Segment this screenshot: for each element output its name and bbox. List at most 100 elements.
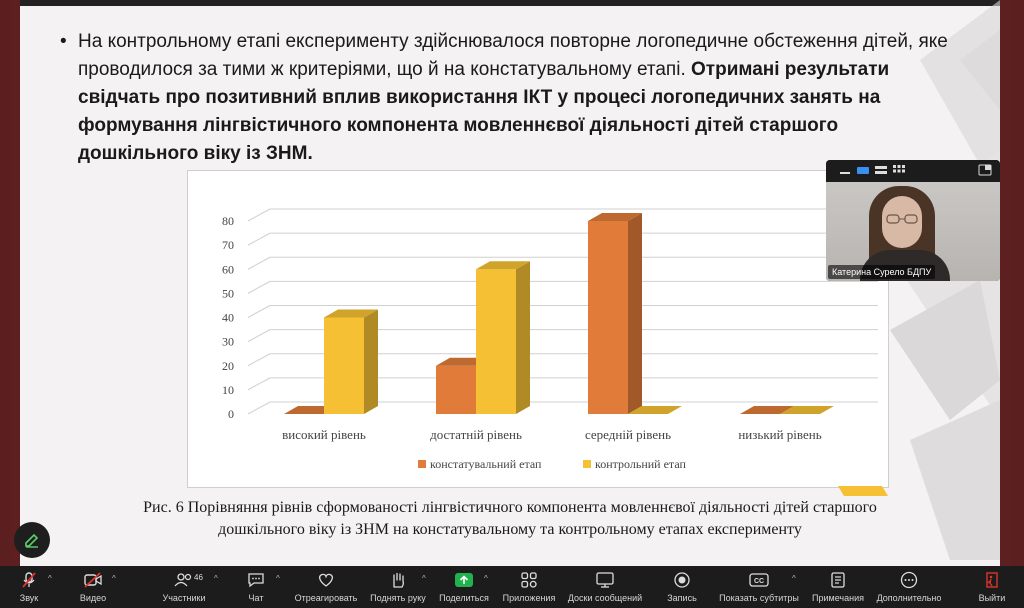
whiteboards-label: Доски сообщений bbox=[567, 593, 643, 603]
captions-button[interactable]: CC Показать субтитры bbox=[716, 566, 802, 608]
caption-line-1: Рис. 6 Порівняння рівнів сформованості л… bbox=[143, 499, 877, 516]
share-label: Поделиться bbox=[439, 593, 489, 603]
more-dots-icon bbox=[900, 571, 918, 589]
bar-top bbox=[628, 406, 682, 414]
chart-svg: 0 10 20 30 40 50 60 70 80 високий рівень достатній… bbox=[222, 208, 878, 471]
raise-hand-options-caret[interactable]: ^ bbox=[422, 574, 426, 583]
react-label: Отреагировать bbox=[294, 593, 358, 603]
legend-label: контрольний етап bbox=[595, 457, 686, 471]
notes-icon bbox=[831, 572, 845, 588]
gridline-side bbox=[247, 256, 271, 270]
y-tick-label: 0 bbox=[228, 407, 234, 421]
raise-hand-button[interactable]: Поднять руку bbox=[368, 566, 428, 608]
bar-side bbox=[628, 213, 642, 414]
strip-view-icon[interactable] bbox=[874, 164, 888, 176]
audio-label: Звук bbox=[19, 593, 39, 603]
gridline-side bbox=[247, 377, 271, 391]
bar-top bbox=[780, 406, 834, 414]
video-feed: Катерина Сурело БДПУ bbox=[826, 182, 1000, 281]
y-tick-label: 30 bbox=[222, 335, 234, 349]
y-tick-label: 40 bbox=[222, 311, 234, 325]
y-tick-label: 20 bbox=[222, 359, 234, 373]
record-button[interactable]: Запись bbox=[664, 566, 700, 608]
y-tick-label: 60 bbox=[222, 262, 234, 276]
x-tick-label: середній рівень bbox=[585, 427, 671, 442]
legend-swatch bbox=[583, 460, 591, 468]
captions-options-caret[interactable]: ^ bbox=[792, 574, 796, 583]
captions-label: Показать субтитры bbox=[719, 593, 799, 603]
video-button[interactable]: Видео bbox=[76, 566, 110, 608]
bullet-paragraph: • На контрольному етапі експерименту зді… bbox=[60, 28, 960, 168]
participant-video-tile[interactable]: Катерина Сурело БДПУ bbox=[826, 160, 1000, 281]
y-tick-label: 50 bbox=[222, 286, 234, 300]
more-button[interactable]: Дополнительно bbox=[874, 566, 944, 608]
exit-door-icon bbox=[986, 572, 998, 588]
minimize-icon[interactable] bbox=[838, 164, 852, 176]
participants-button[interactable]: Участники bbox=[158, 566, 210, 608]
share-button[interactable]: Поделиться bbox=[438, 566, 490, 608]
bullet-text: На контрольному етапі експерименту здійс… bbox=[78, 28, 960, 168]
participants-options-caret[interactable]: ^ bbox=[214, 574, 218, 583]
x-tick-label: достатній рівень bbox=[430, 427, 522, 442]
gridline-side bbox=[247, 353, 271, 367]
apps-icon bbox=[521, 572, 537, 588]
gridline-side bbox=[247, 329, 271, 343]
bar bbox=[436, 365, 476, 414]
closed-captions-icon: CC bbox=[749, 573, 769, 587]
bar-top bbox=[588, 213, 642, 221]
apps-label: Приложения bbox=[502, 593, 556, 603]
bullet-normal-text: На контрольному етапі експерименту здійс… bbox=[78, 31, 948, 80]
gridline-side bbox=[247, 208, 271, 222]
gridline-side bbox=[247, 232, 271, 246]
video-tile-controls bbox=[826, 160, 1000, 182]
svg-text:CC: CC bbox=[754, 578, 764, 585]
bullet-marker: • bbox=[60, 31, 67, 52]
camera-off-icon bbox=[84, 572, 102, 588]
chart-shadow-bar bbox=[838, 486, 888, 496]
gridline-side bbox=[247, 401, 271, 415]
chat-button[interactable]: Чат bbox=[244, 566, 268, 608]
annotate-button[interactable] bbox=[14, 522, 50, 558]
leave-button[interactable]: Выйти bbox=[976, 566, 1008, 608]
notes-button[interactable]: Примечания bbox=[808, 566, 868, 608]
slide-top-border bbox=[20, 0, 1000, 6]
chat-bubble-icon bbox=[248, 573, 264, 588]
gridline-side bbox=[247, 280, 271, 294]
meeting-toolbar: Звук ^ Видео ^ Участники 46 ^ Чат ^ Отре… bbox=[0, 566, 1024, 608]
record-label: Запись bbox=[667, 593, 697, 603]
bar bbox=[476, 269, 516, 414]
x-tick-label: високий рівень bbox=[282, 427, 366, 442]
bullet-bold-text: Отримані результати свідчать про позитив… bbox=[78, 59, 890, 164]
share-options-caret[interactable]: ^ bbox=[484, 574, 488, 583]
y-tick-label: 10 bbox=[222, 383, 234, 397]
caption-line-2: дошкільного віку із ЗНМ на констатувальн… bbox=[218, 521, 802, 538]
exit-fullscreen-icon[interactable] bbox=[978, 164, 992, 176]
shared-slide: • На контрольному етапі експерименту зді… bbox=[20, 0, 1000, 566]
video-options-caret[interactable]: ^ bbox=[112, 574, 116, 583]
bar-side bbox=[516, 261, 530, 414]
audio-button[interactable]: Звук bbox=[14, 566, 44, 608]
bar-top bbox=[476, 261, 530, 270]
whiteboard-icon bbox=[596, 572, 614, 588]
pencil-icon bbox=[25, 533, 39, 548]
bar bbox=[324, 317, 364, 414]
hand-icon bbox=[393, 572, 404, 588]
mic-muted-icon bbox=[22, 572, 36, 588]
speaker-view-icon[interactable] bbox=[856, 164, 870, 176]
participants-label: Участники bbox=[162, 593, 206, 603]
more-label: Дополнительно bbox=[876, 593, 942, 603]
chat-options-caret[interactable]: ^ bbox=[276, 574, 280, 583]
audio-options-caret[interactable]: ^ bbox=[48, 574, 52, 583]
leave-label: Выйти bbox=[978, 593, 1006, 603]
people-icon bbox=[174, 573, 192, 587]
bar-top bbox=[740, 406, 794, 414]
bar-chart: 0 10 20 30 40 50 60 70 80 високий рівень достатній… bbox=[187, 170, 889, 488]
x-tick-label: низький рівень bbox=[738, 427, 821, 442]
react-button[interactable]: Отреагировать bbox=[294, 566, 358, 608]
gallery-view-icon[interactable] bbox=[892, 164, 906, 176]
legend-swatch bbox=[418, 460, 426, 468]
whiteboards-button[interactable]: Доски сообщений bbox=[564, 566, 646, 608]
chat-label: Чат bbox=[248, 593, 264, 603]
apps-button[interactable]: Приложения bbox=[500, 566, 558, 608]
bar-top bbox=[324, 309, 378, 318]
